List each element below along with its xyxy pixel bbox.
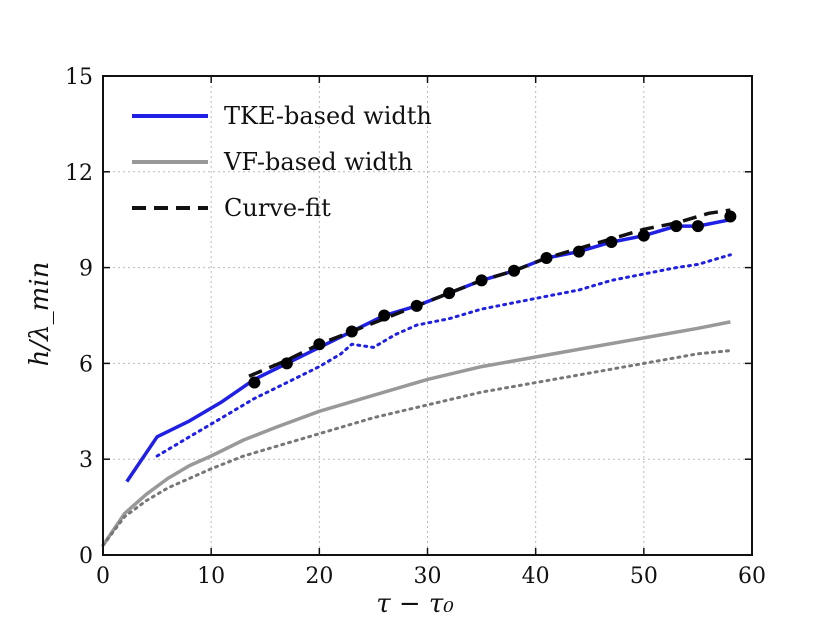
legend-label-vf: VF-based width xyxy=(223,148,413,176)
marker-point xyxy=(670,220,683,233)
marker-point xyxy=(378,309,391,322)
ticks xyxy=(102,75,753,556)
marker-point xyxy=(572,245,585,258)
marker-point xyxy=(410,299,423,312)
series-line-vf-based-width xyxy=(101,320,731,547)
legend: TKE-based width VF-based width Curve-fit xyxy=(132,102,432,222)
y-axis-label: h/λ_min xyxy=(25,262,55,367)
y-tick-label: 0 xyxy=(79,544,93,569)
y-tick-label: 6 xyxy=(79,352,93,377)
marker-point xyxy=(637,229,650,242)
x-tick-label: 0 xyxy=(96,564,110,589)
x-tick-label: 10 xyxy=(197,564,225,589)
marker-point xyxy=(691,220,704,233)
y-tick-label: 15 xyxy=(65,65,93,90)
series-line-vf-based-width-dotted xyxy=(101,349,732,547)
x-tick-label: 50 xyxy=(630,564,658,589)
legend-label-curve-fit: Curve-fit xyxy=(224,194,331,222)
marker-point xyxy=(248,376,261,389)
y-tick-label: 12 xyxy=(65,161,93,186)
marker-point xyxy=(345,325,358,338)
series-line-tke-based-width-dotted xyxy=(155,253,732,458)
marker-point xyxy=(724,210,737,223)
marker-point xyxy=(540,252,553,265)
tick-labels: 0 10 20 30 40 50 60 0 3 6 9 12 15 xyxy=(65,65,766,589)
marker-point xyxy=(508,264,521,277)
y-tick-label: 9 xyxy=(79,257,93,282)
marker-point xyxy=(280,357,293,370)
y-tick-label: 3 xyxy=(79,448,93,473)
legend-label-tke: TKE-based width xyxy=(224,102,432,130)
series-line-curve-fit xyxy=(248,208,731,378)
x-tick-label: 40 xyxy=(522,564,550,589)
marker-point xyxy=(605,236,618,249)
series-layer xyxy=(101,208,737,547)
x-tick-label: 30 xyxy=(414,564,442,589)
x-axis-label: τ − τ₀ xyxy=(376,589,454,619)
x-tick-label: 20 xyxy=(305,564,333,589)
marker-point xyxy=(313,338,326,351)
x-tick-label: 60 xyxy=(738,564,766,589)
marker-point xyxy=(443,287,456,300)
marker-point xyxy=(475,274,488,287)
